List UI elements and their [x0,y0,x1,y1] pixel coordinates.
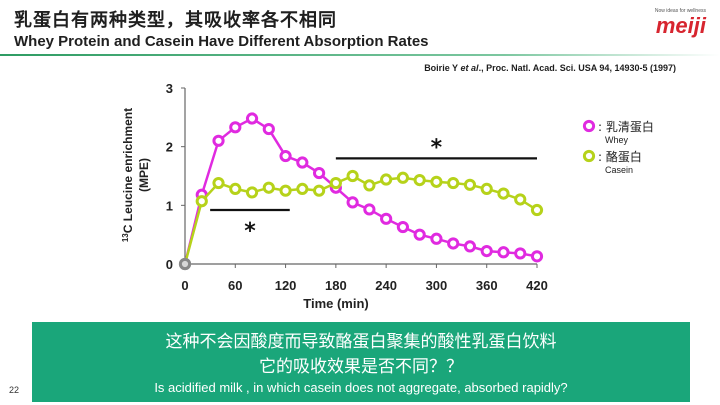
x-tick-label: 240 [375,278,397,293]
casein-data-point [229,182,242,196]
banner-line-1: 这种不会因酸度而导致酪蛋白聚集的酸性乳蛋白饮料 [165,332,557,352]
whey-data-point [514,247,527,260]
x-tick-label: 180 [325,278,347,293]
casein-series-line [183,174,538,265]
y-tick-label: 3 [166,81,173,96]
banner-line-3: Is acidified milk , in which casein does… [154,380,568,395]
whey-data-point [229,121,242,134]
casein-legend-marker [582,149,596,163]
casein-data-point [245,186,259,199]
casein-legend-label: : 酪蛋白 [598,149,642,164]
y-tick-label: 0 [166,257,173,272]
whey-data-point [212,134,225,147]
whey-data-point [413,228,426,241]
whey-data-point [262,122,275,136]
significance-star: * [244,219,256,244]
whey-data-point [346,196,359,209]
x-tick-label: 120 [275,278,297,293]
question-banner: 这种不会因酸度而导致酪蛋白聚集的酸性乳蛋白饮料 它的吸收效果是否不同？？ Is … [32,322,690,402]
casein-data-point [363,179,376,192]
whey-data-point [530,250,544,263]
x-tick-label: 420 [526,278,548,293]
whey-data-point [497,246,510,259]
casein-data-point [346,169,359,183]
casein-data-point [329,176,342,190]
casein-data-point [296,182,309,196]
casein-data-point [212,176,225,190]
casein-data-point [430,175,443,188]
casein-data-point [312,184,326,197]
whey-data-point [463,240,477,253]
citation: Boirie Y et al., Proc. Natl. Acad. Sci. … [424,63,676,73]
whey-data-point [279,149,292,163]
whey-data-point [363,203,376,216]
casein-data-point [447,176,460,190]
banner-line-2: 它的吸收效果是否不同？？ [259,357,463,377]
whey-legend-marker [582,119,596,133]
x-tick-label: 360 [476,278,498,293]
x-tick-label: 0 [181,278,188,293]
meiji-logo: meiji [655,13,706,38]
x-tick-label: 300 [426,278,448,293]
casein-data-point [396,171,410,184]
y-axis-label-main: C Leucine enrichment [121,108,135,233]
whey-legend-label-en: Whey [605,135,629,145]
casein-data-point [497,187,510,200]
casein-data-point [380,173,393,186]
casein-data-point [178,257,192,271]
slide-title-en: Whey Protein and Casein Have Different A… [14,33,429,50]
y-axis-label-isotope: 13 [121,233,130,242]
significance-star: * [431,135,443,160]
whey-data-point [447,237,460,250]
title-divider [0,54,720,56]
whey-legend-label: : 乳清蛋白 [598,119,654,134]
casein-data-point [413,174,426,187]
y-axis-unit: (MPE) [137,158,151,192]
slide-title-zh: 乳蛋白有两种类型，其吸收率各不相同 [14,10,337,31]
whey-data-point [380,212,393,225]
casein-data-point [530,203,544,217]
x-tick-label: 60 [228,278,242,293]
whey-data-point [245,112,259,125]
whey-data-point [312,166,326,180]
citation-authors: Boirie Y [424,63,459,73]
casein-data-point [195,195,208,208]
whey-data-point [396,220,410,234]
citation-etal: et al [458,63,479,73]
casein-data-point [262,181,275,194]
logo-tagline: Now ideas for wellness [654,8,706,14]
casein-data-point [463,178,477,191]
y-tick-label: 1 [166,198,173,213]
y-tick-label: 2 [166,140,173,155]
y-axis-label: 13C Leucine enrichment [121,108,136,242]
casein-data-point [514,193,527,206]
casein-data-point [279,184,292,197]
whey-data-point [430,232,443,245]
whey-data-point [480,244,493,258]
casein-data-point [480,182,493,196]
citation-rest: ., Proc. Natl. Acad. Sci. USA 94, 14930-… [478,63,676,73]
x-axis-label: Time (min) [303,296,369,311]
casein-legend-label-en: Casein [605,165,633,175]
whey-data-point [296,156,309,169]
whey-series-line [183,117,538,265]
page-number: 22 [9,385,20,395]
